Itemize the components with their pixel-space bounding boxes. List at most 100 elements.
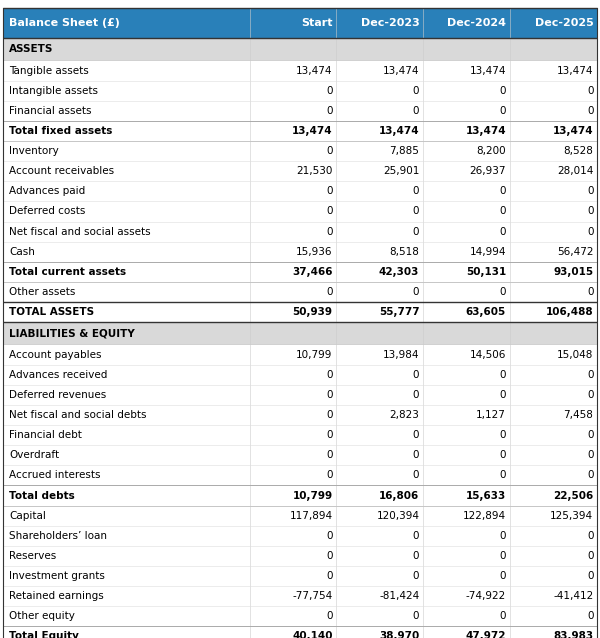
- Text: 38,970: 38,970: [379, 632, 419, 638]
- Text: 22,506: 22,506: [553, 491, 593, 500]
- Text: 117,894: 117,894: [290, 510, 332, 521]
- Text: 0: 0: [587, 470, 593, 480]
- Text: 0: 0: [500, 106, 506, 115]
- Text: 0: 0: [500, 186, 506, 197]
- Text: -81,424: -81,424: [379, 591, 419, 601]
- Bar: [3, 101, 597, 121]
- Text: Balance Sheet (£): Balance Sheet (£): [9, 18, 120, 28]
- Text: 8,528: 8,528: [563, 146, 593, 156]
- Bar: [3, 606, 597, 627]
- Text: Total Equity: Total Equity: [9, 632, 79, 638]
- Text: Shareholders’ loan: Shareholders’ loan: [9, 531, 107, 541]
- Text: Inventory: Inventory: [9, 146, 59, 156]
- Text: 0: 0: [413, 287, 419, 297]
- Text: 10,799: 10,799: [296, 350, 332, 360]
- Text: 0: 0: [587, 207, 593, 216]
- Text: 0: 0: [587, 85, 593, 96]
- Text: 0: 0: [326, 85, 332, 96]
- Bar: [3, 364, 597, 385]
- Text: 0: 0: [500, 369, 506, 380]
- Text: 122,894: 122,894: [463, 510, 506, 521]
- Text: 106,488: 106,488: [546, 307, 593, 317]
- Bar: [3, 302, 597, 322]
- Bar: [3, 242, 597, 262]
- Text: 10,799: 10,799: [293, 491, 332, 500]
- Text: 0: 0: [413, 226, 419, 237]
- Text: 8,200: 8,200: [476, 146, 506, 156]
- Text: 21,530: 21,530: [296, 166, 332, 176]
- Text: 0: 0: [500, 207, 506, 216]
- Text: 0: 0: [500, 430, 506, 440]
- Text: 13,474: 13,474: [383, 66, 419, 75]
- Text: 120,394: 120,394: [376, 510, 419, 521]
- Bar: [3, 38, 597, 61]
- Text: 7,458: 7,458: [563, 410, 593, 420]
- Text: 125,394: 125,394: [550, 510, 593, 521]
- Text: 0: 0: [587, 571, 593, 581]
- Text: Total debts: Total debts: [9, 491, 75, 500]
- Bar: [3, 121, 597, 141]
- Text: 2,823: 2,823: [389, 410, 419, 420]
- Text: 0: 0: [500, 611, 506, 621]
- Text: Cash: Cash: [9, 247, 35, 256]
- Text: 37,466: 37,466: [292, 267, 332, 277]
- Text: 50,939: 50,939: [293, 307, 332, 317]
- Text: Reserves: Reserves: [9, 551, 56, 561]
- Bar: [3, 345, 597, 364]
- Text: 13,474: 13,474: [296, 66, 332, 75]
- Bar: [3, 322, 597, 345]
- Text: Capital: Capital: [9, 510, 46, 521]
- Text: ASSETS: ASSETS: [9, 44, 53, 54]
- Text: 55,777: 55,777: [379, 307, 419, 317]
- Text: 0: 0: [326, 571, 332, 581]
- Text: 0: 0: [326, 410, 332, 420]
- Text: 0: 0: [500, 571, 506, 581]
- Text: TOTAL ASSETS: TOTAL ASSETS: [9, 307, 94, 317]
- Text: Financial assets: Financial assets: [9, 106, 91, 115]
- Text: 8,518: 8,518: [389, 247, 419, 256]
- Bar: [3, 202, 597, 221]
- Text: 13,474: 13,474: [557, 66, 593, 75]
- Text: 0: 0: [413, 207, 419, 216]
- Text: 40,140: 40,140: [292, 632, 332, 638]
- Text: 0: 0: [413, 430, 419, 440]
- Text: -41,412: -41,412: [553, 591, 593, 601]
- Bar: [3, 566, 597, 586]
- Text: 0: 0: [413, 106, 419, 115]
- Text: 14,506: 14,506: [470, 350, 506, 360]
- Bar: [3, 161, 597, 181]
- Text: Retained earnings: Retained earnings: [9, 591, 104, 601]
- Text: 0: 0: [326, 369, 332, 380]
- Text: 0: 0: [500, 470, 506, 480]
- Text: 0: 0: [587, 450, 593, 460]
- Text: Net fiscal and social assets: Net fiscal and social assets: [9, 226, 151, 237]
- Bar: [3, 486, 597, 505]
- Text: 93,015: 93,015: [553, 267, 593, 277]
- Text: 0: 0: [587, 287, 593, 297]
- Text: Other assets: Other assets: [9, 287, 76, 297]
- Text: 63,605: 63,605: [466, 307, 506, 317]
- Text: Deferred costs: Deferred costs: [9, 207, 85, 216]
- Text: 0: 0: [500, 287, 506, 297]
- Text: 26,937: 26,937: [470, 166, 506, 176]
- Bar: [3, 627, 597, 638]
- Text: 0: 0: [326, 186, 332, 197]
- Text: 0: 0: [326, 287, 332, 297]
- Text: Advances paid: Advances paid: [9, 186, 85, 197]
- Bar: [3, 526, 597, 546]
- Text: Dec-2025: Dec-2025: [535, 18, 593, 28]
- Text: 0: 0: [413, 186, 419, 197]
- Text: 0: 0: [326, 207, 332, 216]
- Text: 0: 0: [326, 611, 332, 621]
- Text: 0: 0: [587, 106, 593, 115]
- Bar: [3, 445, 597, 465]
- Text: 13,474: 13,474: [292, 126, 332, 136]
- Text: 0: 0: [500, 551, 506, 561]
- Text: 14,994: 14,994: [470, 247, 506, 256]
- Text: 0: 0: [413, 551, 419, 561]
- Text: 0: 0: [587, 430, 593, 440]
- Text: 0: 0: [587, 226, 593, 237]
- Text: 15,633: 15,633: [466, 491, 506, 500]
- Bar: [3, 61, 597, 80]
- Text: 0: 0: [587, 531, 593, 541]
